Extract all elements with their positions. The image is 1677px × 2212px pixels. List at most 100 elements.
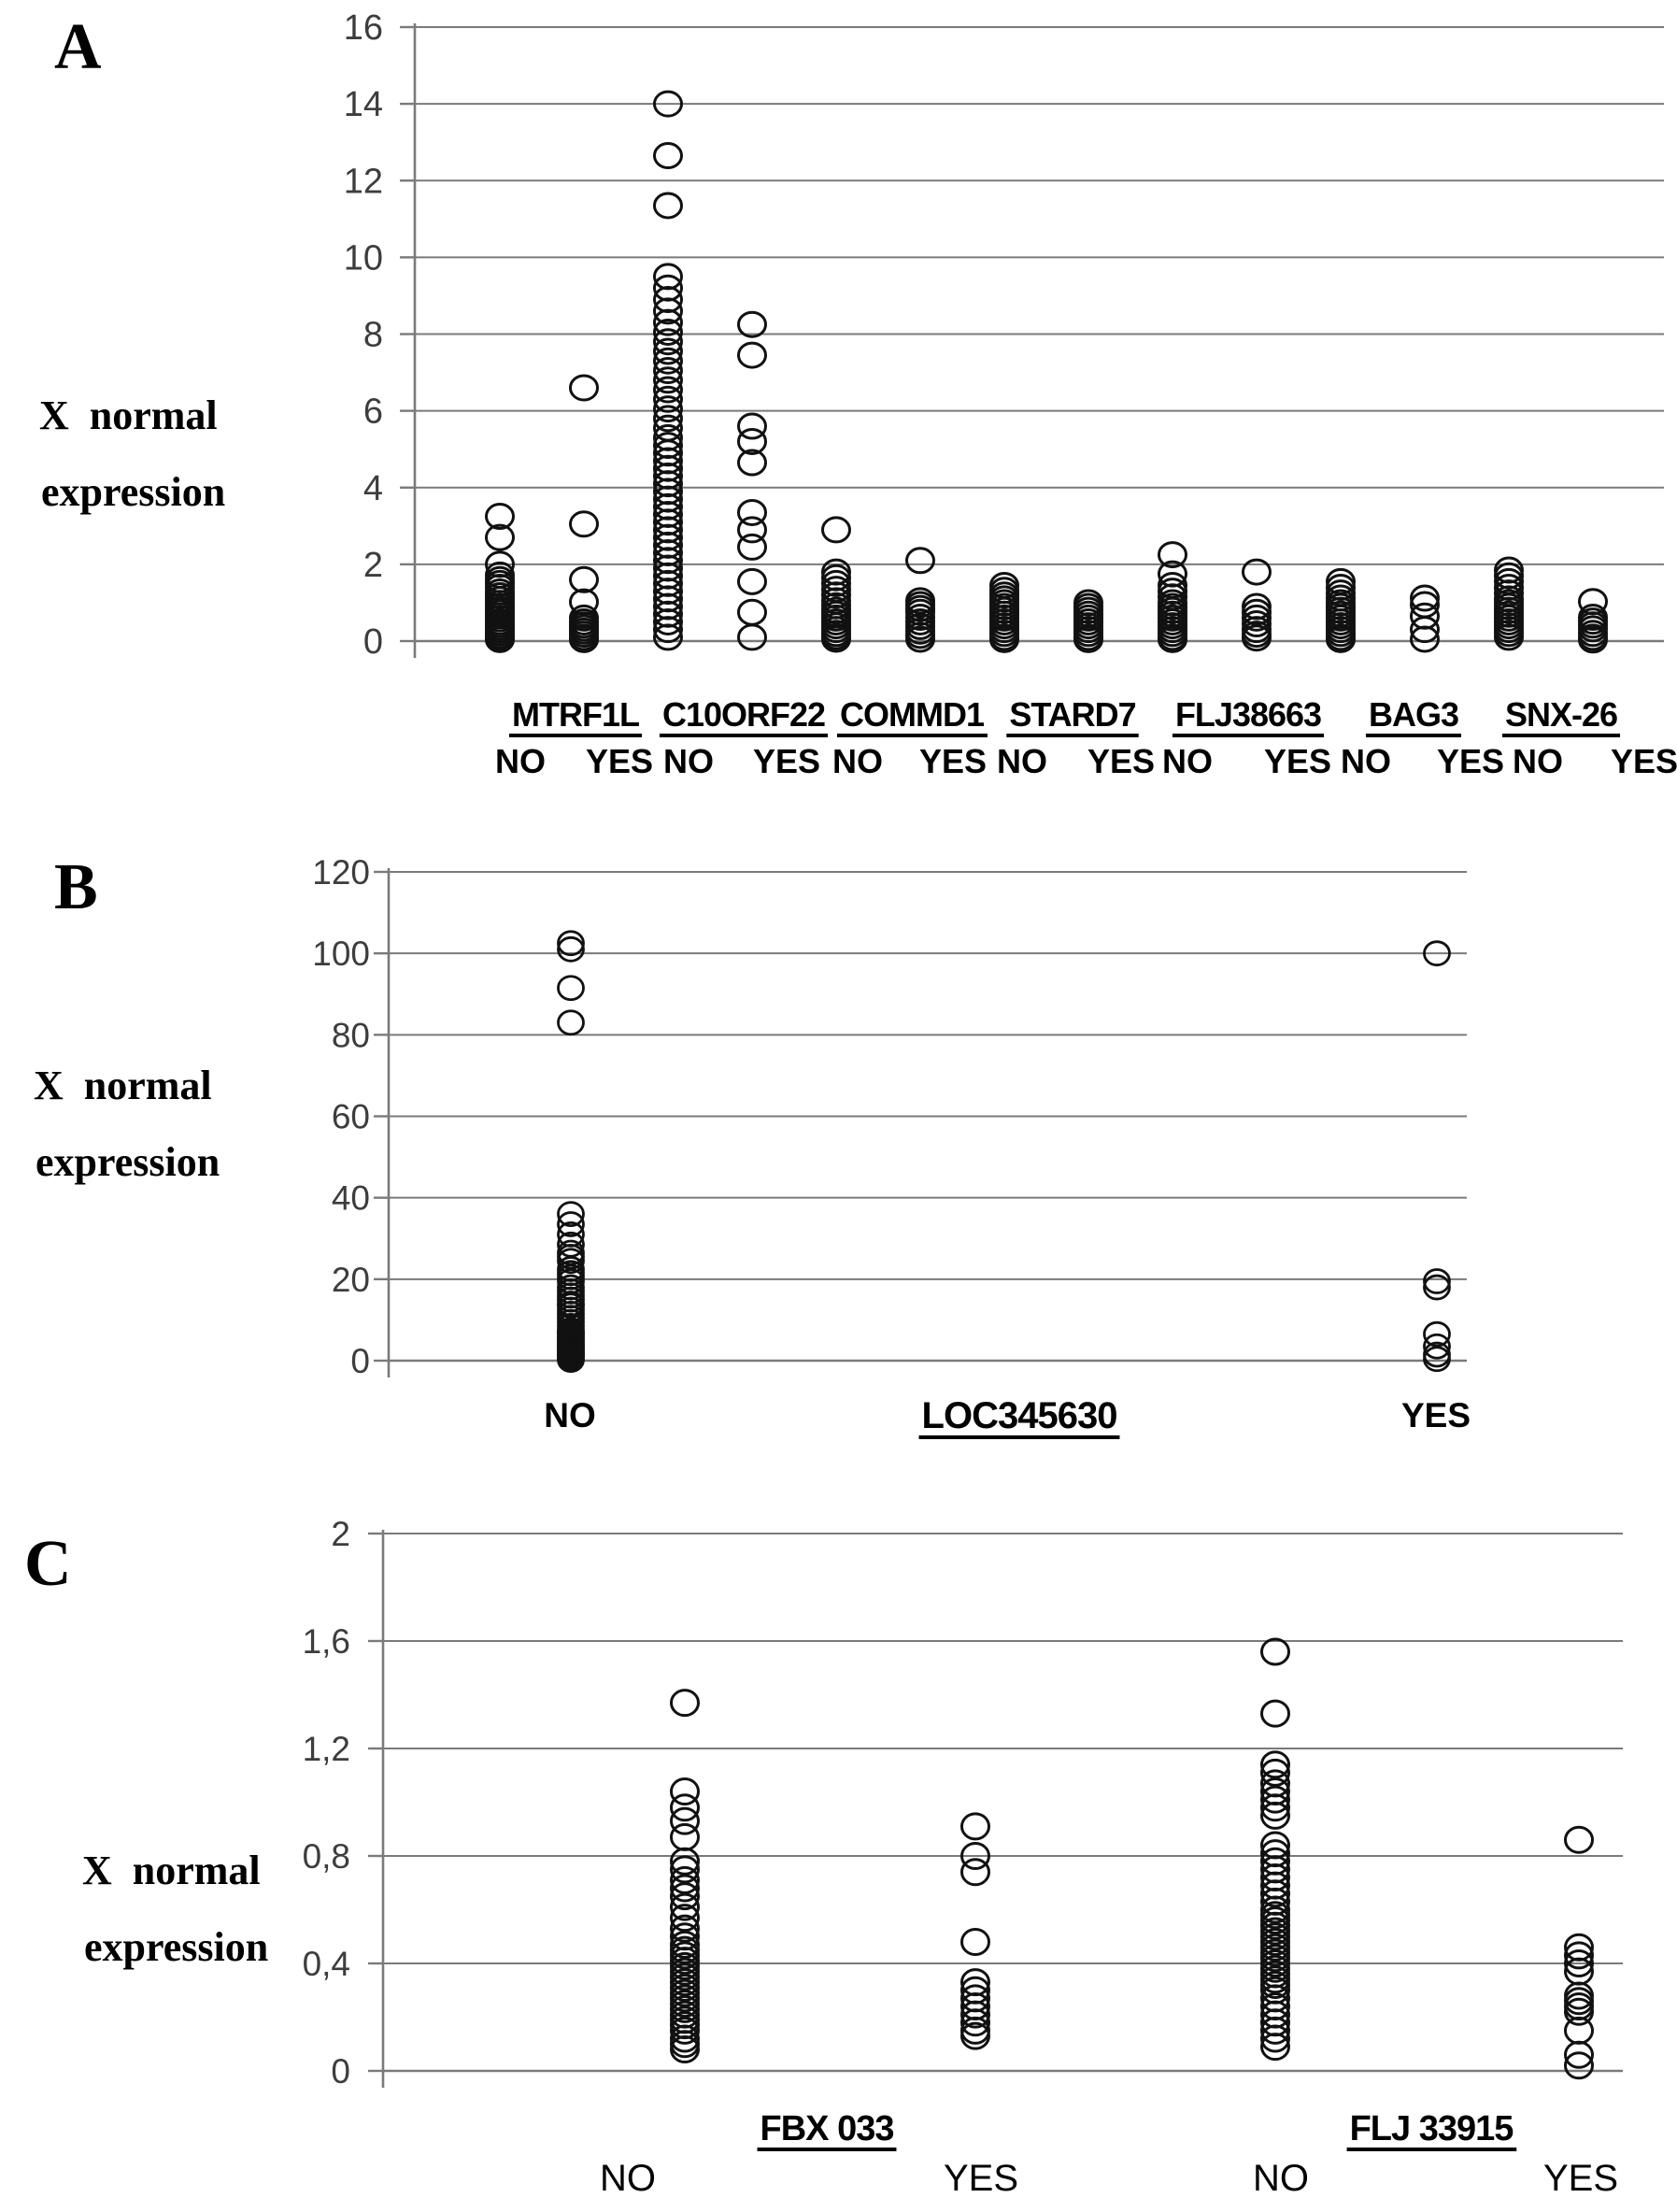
- y-axis-title-line1: X normal: [39, 392, 218, 438]
- data-point: [569, 510, 599, 538]
- data-point: [737, 533, 767, 561]
- data-point: [1423, 1268, 1451, 1294]
- data-point: [737, 498, 767, 526]
- y-axis-title-line1: X normal: [82, 1848, 261, 1893]
- condition-label: YES: [1611, 742, 1677, 780]
- y-tick-label: 6: [363, 392, 383, 432]
- data-point: [1260, 1793, 1290, 1822]
- condition-label: YES: [586, 742, 653, 780]
- data-point: [653, 366, 683, 394]
- data-point: [1423, 1320, 1451, 1348]
- data-point: [670, 1806, 700, 1835]
- data-point: [670, 1882, 700, 1911]
- data-point: [1564, 2051, 1594, 2080]
- data-point: [960, 1842, 990, 1870]
- data-point: [1410, 616, 1440, 644]
- condition-label: YES: [1401, 1396, 1471, 1434]
- data-point: [557, 1009, 585, 1036]
- y-tick-label: 14: [344, 85, 383, 124]
- data-point: [1260, 2033, 1290, 2062]
- data-point: [569, 625, 599, 653]
- data-point: [670, 1793, 700, 1822]
- y-tick-label: 20: [332, 1261, 370, 1299]
- y-tick-label: 0,8: [303, 1837, 350, 1876]
- panel-c-letter: C: [24, 1528, 72, 1600]
- data-point: [653, 297, 683, 325]
- y-axis-title-line2: expression: [36, 1139, 220, 1185]
- data-point: [1260, 1699, 1290, 1728]
- y-tick-label: 0: [363, 622, 383, 662]
- gene-label: LOC345630: [922, 1395, 1117, 1436]
- data-point: [960, 1812, 990, 1841]
- data-point: [653, 607, 683, 635]
- data-point: [653, 376, 683, 404]
- panel-b-letter: B: [54, 851, 98, 923]
- data-point: [569, 374, 599, 402]
- data-point: [557, 930, 585, 957]
- data-point: [670, 1777, 700, 1805]
- y-tick-label: 12: [344, 162, 383, 201]
- data-point: [1410, 584, 1440, 612]
- condition-label: NO: [1513, 742, 1563, 780]
- data-point: [1260, 1801, 1290, 1830]
- data-point: [569, 565, 599, 593]
- y-tick-label: 8: [363, 316, 383, 355]
- data-point: [960, 2008, 990, 2037]
- data-point: [821, 625, 851, 653]
- panel-a-y-axis-title: X normal expression: [19, 358, 225, 549]
- data-point: [670, 1904, 700, 1933]
- data-point: [1564, 1825, 1594, 1854]
- data-point: [989, 625, 1019, 653]
- condition-label: NO: [832, 742, 883, 780]
- data-point: [670, 1822, 700, 1851]
- data-point: [670, 1914, 700, 1943]
- data-point: [653, 142, 683, 170]
- data-point: [737, 567, 767, 595]
- data-point: [653, 385, 683, 413]
- data-point: [653, 318, 683, 346]
- data-point: [1578, 626, 1608, 654]
- gene-label: STARD7: [1009, 695, 1135, 734]
- gene-label: BAG3: [1369, 695, 1458, 734]
- y-tick-label: 40: [332, 1179, 370, 1218]
- data-point: [653, 395, 683, 423]
- condition-label: NO: [663, 742, 714, 780]
- data-point: [485, 503, 515, 531]
- data-point: [557, 1347, 585, 1374]
- data-point: [670, 1847, 700, 1876]
- y-axis-title-line1: X normal: [34, 1063, 212, 1108]
- data-point: [1564, 1997, 1594, 2026]
- condition-label: NO: [544, 1396, 596, 1434]
- gene-label: FLJ 33915: [1350, 2109, 1514, 2148]
- y-axis-title-line2: expression: [84, 1924, 269, 1970]
- data-point: [737, 516, 767, 544]
- data-point: [485, 523, 515, 551]
- data-point: [737, 412, 767, 440]
- data-point: [557, 1248, 585, 1275]
- data-point: [737, 341, 767, 369]
- data-point: [1564, 1941, 1594, 1970]
- data-point: [737, 310, 767, 338]
- data-point: [653, 623, 683, 651]
- data-point: [557, 975, 585, 1002]
- data-point: [905, 625, 935, 653]
- data-point: [1260, 1785, 1290, 1814]
- data-point: [1494, 623, 1524, 651]
- data-point: [1260, 1879, 1290, 1908]
- data-point: [1260, 1637, 1290, 1666]
- data-point: [1260, 2016, 1290, 2045]
- condition-label: YES: [1264, 742, 1331, 780]
- data-point: [960, 2000, 990, 2029]
- data-point: [1423, 940, 1451, 967]
- y-tick-label: 10: [344, 238, 383, 278]
- y-tick-label: 2: [363, 546, 383, 585]
- gene-label: C10ORF22: [662, 695, 825, 734]
- data-point: [557, 1211, 585, 1237]
- data-point: [653, 192, 683, 220]
- condition-label: NO: [997, 742, 1047, 780]
- y-tick-label: 1,6: [303, 1622, 350, 1661]
- data-point: [653, 357, 683, 385]
- gene-label: COMMD1: [840, 695, 985, 734]
- y-tick-label: 80: [332, 1016, 370, 1054]
